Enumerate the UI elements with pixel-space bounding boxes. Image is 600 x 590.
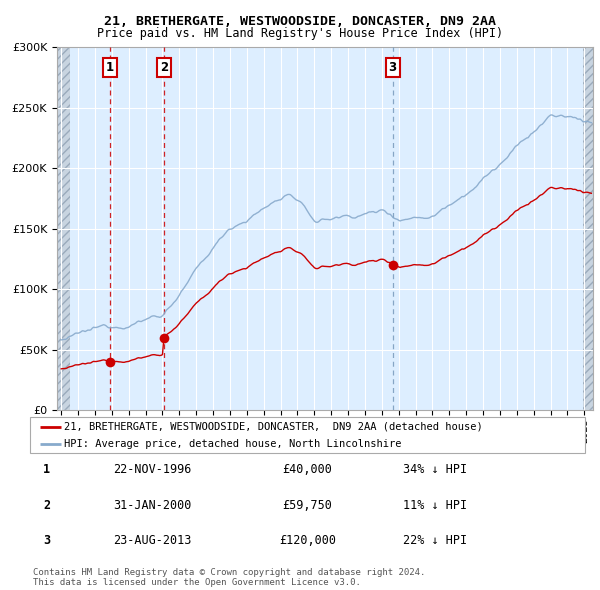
- Text: 2: 2: [160, 61, 168, 74]
- Text: 11% ↓ HPI: 11% ↓ HPI: [403, 499, 467, 512]
- Text: £40,000: £40,000: [283, 463, 332, 476]
- Text: 3: 3: [389, 61, 397, 74]
- Text: 23-AUG-2013: 23-AUG-2013: [113, 534, 191, 547]
- Text: 3: 3: [43, 534, 50, 547]
- Text: 22-NOV-1996: 22-NOV-1996: [113, 463, 191, 476]
- FancyBboxPatch shape: [30, 417, 585, 453]
- Text: This data is licensed under the Open Government Licence v3.0.: This data is licensed under the Open Gov…: [33, 578, 361, 587]
- Text: £59,750: £59,750: [283, 499, 332, 512]
- Text: 1: 1: [43, 463, 50, 476]
- Text: 1: 1: [106, 61, 114, 74]
- Text: 31-JAN-2000: 31-JAN-2000: [113, 499, 191, 512]
- Text: £120,000: £120,000: [279, 534, 336, 547]
- Text: 34% ↓ HPI: 34% ↓ HPI: [403, 463, 467, 476]
- Text: HPI: Average price, detached house, North Lincolnshire: HPI: Average price, detached house, Nort…: [64, 439, 402, 449]
- Text: 21, BRETHERGATE, WESTWOODSIDE, DONCASTER,  DN9 2AA (detached house): 21, BRETHERGATE, WESTWOODSIDE, DONCASTER…: [64, 422, 483, 432]
- Text: Price paid vs. HM Land Registry's House Price Index (HPI): Price paid vs. HM Land Registry's House …: [97, 27, 503, 40]
- Text: Contains HM Land Registry data © Crown copyright and database right 2024.: Contains HM Land Registry data © Crown c…: [33, 568, 425, 577]
- Text: 21, BRETHERGATE, WESTWOODSIDE, DONCASTER, DN9 2AA: 21, BRETHERGATE, WESTWOODSIDE, DONCASTER…: [104, 15, 496, 28]
- Text: 22% ↓ HPI: 22% ↓ HPI: [403, 534, 467, 547]
- Text: 2: 2: [43, 499, 50, 512]
